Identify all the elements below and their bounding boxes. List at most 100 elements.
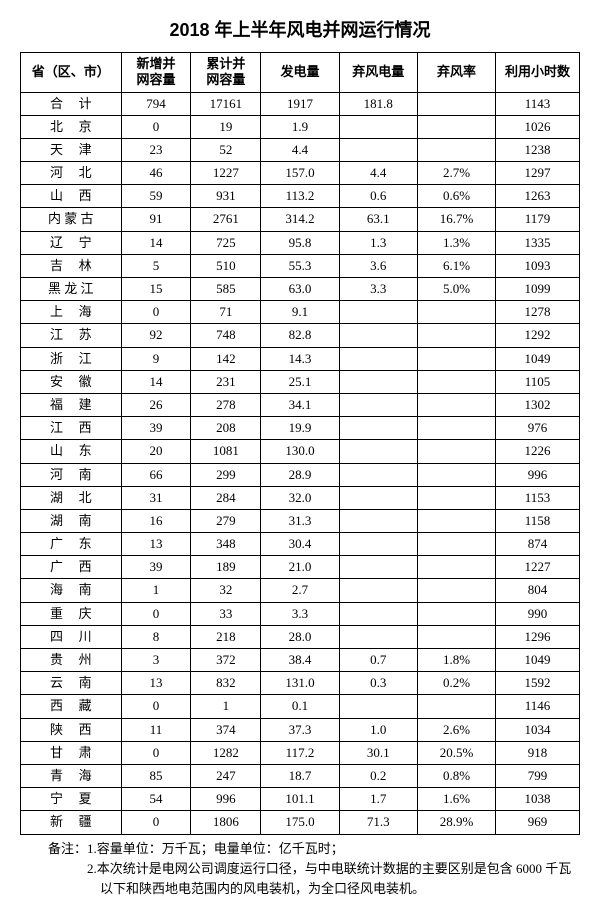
cell-value: 299 bbox=[191, 463, 261, 486]
cell-value: 0.6 bbox=[339, 185, 417, 208]
cell-value: 1.6% bbox=[417, 788, 495, 811]
cell-value: 1153 bbox=[496, 486, 580, 509]
cell-value: 1146 bbox=[496, 695, 580, 718]
cell-value bbox=[339, 347, 417, 370]
cell-value: 1049 bbox=[496, 649, 580, 672]
col-curtail-rate: 弃风率 bbox=[417, 53, 495, 93]
cell-value: 39 bbox=[121, 417, 191, 440]
cell-value bbox=[417, 301, 495, 324]
cell-value: 0 bbox=[121, 115, 191, 138]
cell-value: 0 bbox=[121, 741, 191, 764]
cell-province: 宁夏 bbox=[21, 788, 122, 811]
cell-value: 1227 bbox=[191, 162, 261, 185]
cell-value: 39 bbox=[121, 556, 191, 579]
cell-value bbox=[417, 138, 495, 161]
cell-province: 甘肃 bbox=[21, 741, 122, 764]
cell-value: 14.3 bbox=[261, 347, 339, 370]
cell-value: 63.0 bbox=[261, 278, 339, 301]
cell-value bbox=[417, 463, 495, 486]
cell-value: 142 bbox=[191, 347, 261, 370]
cell-value: 33 bbox=[191, 602, 261, 625]
cell-value: 0 bbox=[121, 811, 191, 834]
cell-province: 重庆 bbox=[21, 602, 122, 625]
cell-value bbox=[339, 370, 417, 393]
cell-value bbox=[417, 440, 495, 463]
cell-value bbox=[339, 625, 417, 648]
cell-value: 95.8 bbox=[261, 231, 339, 254]
cell-value bbox=[339, 301, 417, 324]
cell-value: 1238 bbox=[496, 138, 580, 161]
cell-province: 安徽 bbox=[21, 370, 122, 393]
cell-value: 1038 bbox=[496, 788, 580, 811]
cell-value: 231 bbox=[191, 370, 261, 393]
col-curtailed: 弃风电量 bbox=[339, 53, 417, 93]
cell-value: 175.0 bbox=[261, 811, 339, 834]
cell-value: 0.2% bbox=[417, 672, 495, 695]
cell-value: 314.2 bbox=[261, 208, 339, 231]
cell-value: 82.8 bbox=[261, 324, 339, 347]
cell-value bbox=[417, 625, 495, 648]
cell-value: 1.0 bbox=[339, 718, 417, 741]
table-row: 西藏010.11146 bbox=[21, 695, 580, 718]
cell-value: 5.0% bbox=[417, 278, 495, 301]
cell-value: 1278 bbox=[496, 301, 580, 324]
cell-value bbox=[339, 324, 417, 347]
cell-value: 37.3 bbox=[261, 718, 339, 741]
table-row: 宁夏54996101.11.71.6%1038 bbox=[21, 788, 580, 811]
cell-value: 23 bbox=[121, 138, 191, 161]
cell-value: 1592 bbox=[496, 672, 580, 695]
cell-value: 14 bbox=[121, 231, 191, 254]
cell-value: 279 bbox=[191, 509, 261, 532]
col-new-capacity: 新增并网容量 bbox=[121, 53, 191, 93]
table-row: 广西3918921.01227 bbox=[21, 556, 580, 579]
table-row: 内蒙古912761314.263.116.7%1179 bbox=[21, 208, 580, 231]
cell-province: 浙江 bbox=[21, 347, 122, 370]
cell-value: 17161 bbox=[191, 92, 261, 115]
cell-value bbox=[417, 92, 495, 115]
table-row: 合计794171611917181.81143 bbox=[21, 92, 580, 115]
cell-value: 2.6% bbox=[417, 718, 495, 741]
cell-province: 广西 bbox=[21, 556, 122, 579]
cell-value: 4.4 bbox=[339, 162, 417, 185]
table-row: 北京0191.91026 bbox=[21, 115, 580, 138]
cell-value: 28.9 bbox=[261, 463, 339, 486]
table-row: 河南6629928.9996 bbox=[21, 463, 580, 486]
table-header-row: 省（区、市） 新增并网容量 累计并网容量 发电量 弃风电量 弃风率 利用小时数 bbox=[21, 53, 580, 93]
table-row: 吉林551055.33.66.1%1093 bbox=[21, 254, 580, 277]
table-row: 浙江914214.31049 bbox=[21, 347, 580, 370]
cell-value: 11 bbox=[121, 718, 191, 741]
cell-value: 969 bbox=[496, 811, 580, 834]
cell-value: 31.3 bbox=[261, 509, 339, 532]
cell-value: 30.4 bbox=[261, 533, 339, 556]
table-row: 湖北3128432.01153 bbox=[21, 486, 580, 509]
cell-value: 0 bbox=[121, 301, 191, 324]
cell-value: 1297 bbox=[496, 162, 580, 185]
cell-value bbox=[339, 417, 417, 440]
cell-value: 1.9 bbox=[261, 115, 339, 138]
cell-value: 247 bbox=[191, 764, 261, 787]
cell-value: 181.8 bbox=[339, 92, 417, 115]
cell-value: 2.7 bbox=[261, 579, 339, 602]
cell-value: 1302 bbox=[496, 393, 580, 416]
cell-value bbox=[339, 463, 417, 486]
cell-value bbox=[339, 486, 417, 509]
note-1: 1.容量单位：万千瓦；电量单位：亿千瓦时； bbox=[87, 839, 580, 859]
cell-province: 北京 bbox=[21, 115, 122, 138]
cell-value: 510 bbox=[191, 254, 261, 277]
data-table: 省（区、市） 新增并网容量 累计并网容量 发电量 弃风电量 弃风率 利用小时数 … bbox=[20, 52, 580, 835]
cell-value: 725 bbox=[191, 231, 261, 254]
cell-value: 18.7 bbox=[261, 764, 339, 787]
cell-value: 5 bbox=[121, 254, 191, 277]
cell-value: 189 bbox=[191, 556, 261, 579]
cell-value bbox=[417, 393, 495, 416]
cell-value: 113.2 bbox=[261, 185, 339, 208]
cell-value: 918 bbox=[496, 741, 580, 764]
cell-value: 1806 bbox=[191, 811, 261, 834]
cell-value: 2.7% bbox=[417, 162, 495, 185]
cell-value: 0 bbox=[121, 695, 191, 718]
cell-value bbox=[417, 370, 495, 393]
cell-value bbox=[417, 324, 495, 347]
cell-province: 内蒙古 bbox=[21, 208, 122, 231]
cell-value: 1 bbox=[191, 695, 261, 718]
cell-value: 794 bbox=[121, 92, 191, 115]
